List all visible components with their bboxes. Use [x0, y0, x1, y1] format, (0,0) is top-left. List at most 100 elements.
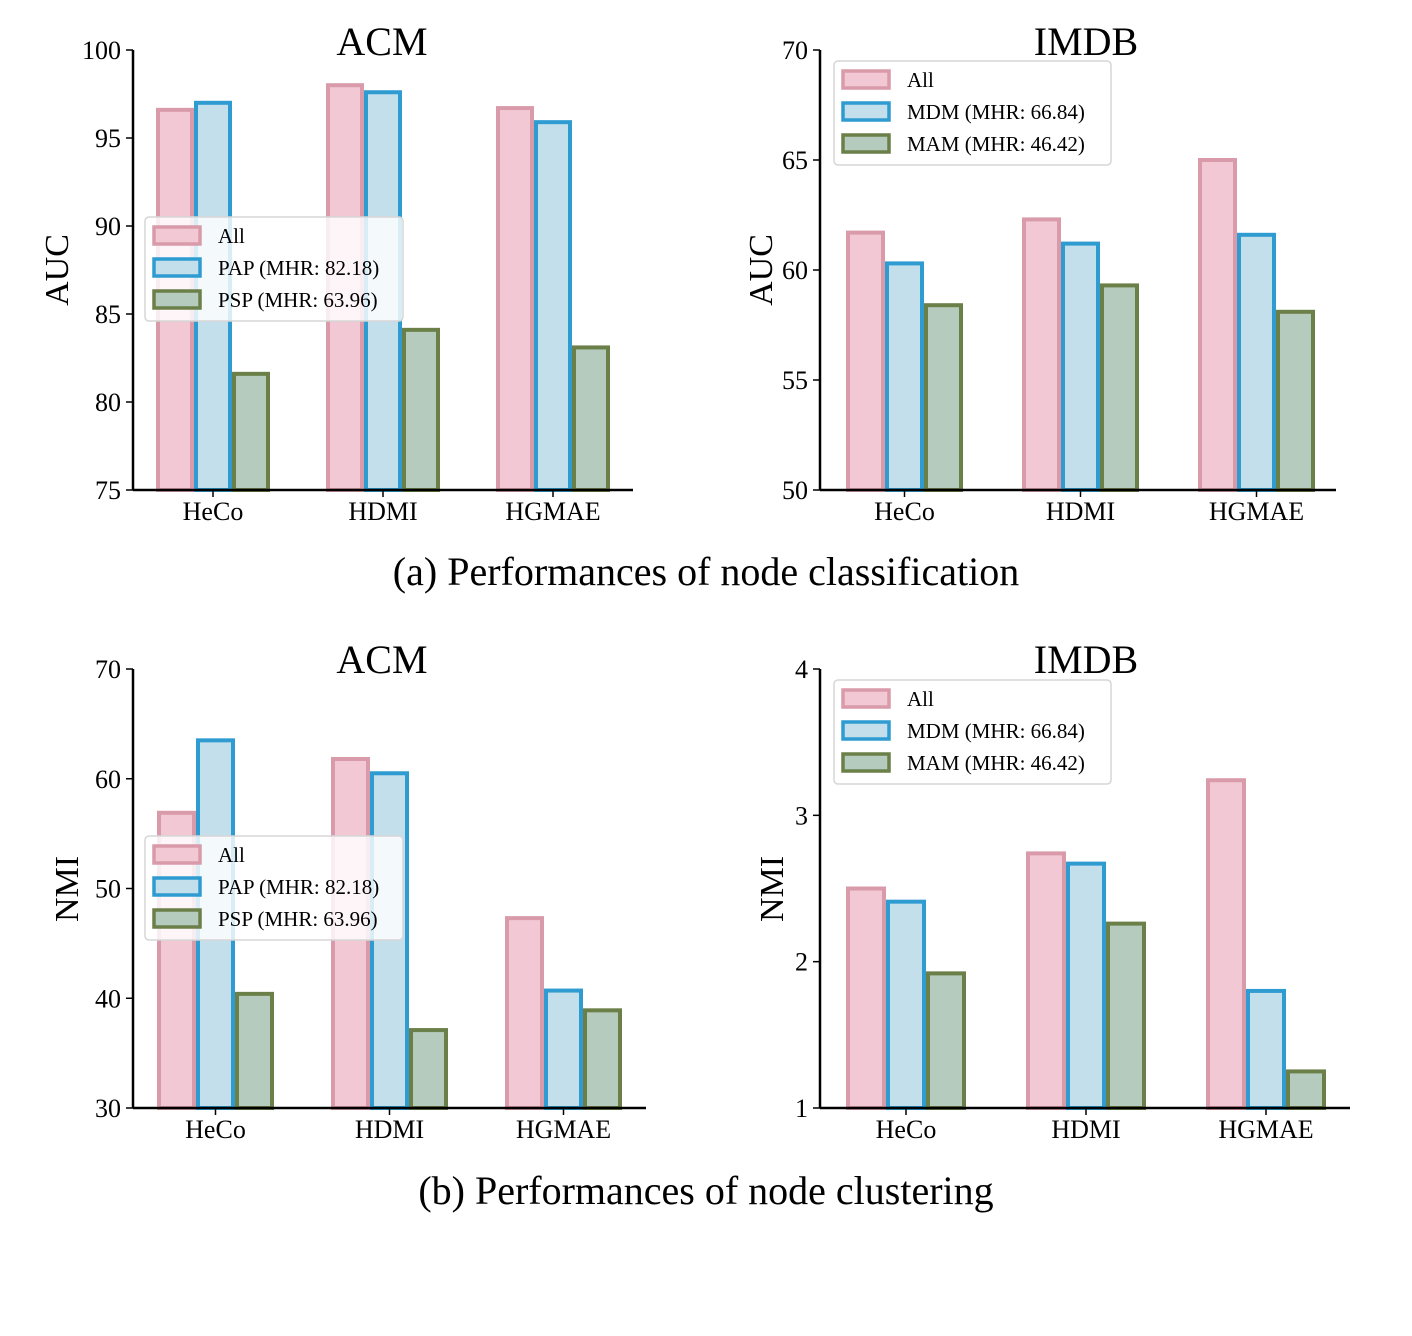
- bar-hgmae-series3: [1286, 1069, 1326, 1110]
- chart-acm-nmi: HeCo HDMI HGMAE 30 40 50 60 70 ACM NMI All PAP (MHR…: [49, 637, 646, 1144]
- legend-box: [833, 679, 1112, 785]
- bar-heco-series3: [235, 991, 274, 1110]
- bar-heco-series3: [926, 971, 966, 1111]
- legend-label: PSP (MHR: 63.96): [218, 288, 378, 312]
- y-tick-label: 100: [82, 36, 121, 65]
- bar-hdmi-series3: [402, 327, 440, 492]
- y-tick-label: 85: [95, 300, 121, 329]
- chart-imdb-auc: HeCo HDMI HGMAE 50 55 60 65 70 IMDB AUC All MDM (MH…: [743, 19, 1336, 526]
- caption-node-clustering: (b) Performances of node clustering: [418, 1168, 994, 1213]
- legend-swatch: [152, 225, 202, 246]
- legend-label: MAM (MHR: 46.42): [907, 132, 1085, 156]
- chart-title: ACM: [336, 19, 427, 64]
- bar-heco-series3: [924, 303, 963, 493]
- legend-box: [144, 835, 404, 941]
- y-axis-label: AUC: [39, 234, 76, 306]
- y-tick-label: 50: [782, 476, 808, 505]
- bar-hgmae-all: [1198, 158, 1237, 492]
- legend-label: MDM (MHR: 66.84): [907, 100, 1085, 124]
- legend-label: All: [907, 68, 934, 92]
- bar-hdmi-all: [1022, 217, 1061, 492]
- legend: All MDM (MHR: 66.84) MAM (MHR: 46.42): [833, 60, 1112, 166]
- legend-box: [833, 60, 1112, 166]
- y-tick-label: 3: [795, 801, 808, 830]
- bar-hdmi-series2: [1061, 241, 1100, 492]
- y-tick-label: 1: [795, 1094, 808, 1123]
- bar-heco-series2: [886, 899, 926, 1110]
- y-tick-label: 75: [95, 476, 121, 505]
- y-axis-label: NMI: [754, 856, 791, 922]
- bar-hgmae-series2: [534, 120, 572, 492]
- x-tick-label: HGMAE: [1209, 497, 1304, 526]
- legend-box: [144, 216, 404, 322]
- x-tick-label: HeCo: [876, 1115, 937, 1144]
- legend-label: MAM (MHR: 46.42): [907, 751, 1085, 775]
- legend-swatch: [841, 688, 891, 709]
- x-tick-label: HDMI: [355, 1115, 424, 1144]
- legend-swatch: [152, 908, 202, 929]
- chart-title: IMDB: [1034, 19, 1138, 64]
- bar-hdmi-series2: [1066, 861, 1106, 1111]
- legend-swatch: [841, 69, 891, 90]
- legend-swatch: [152, 844, 202, 865]
- y-tick-label: 50: [95, 875, 121, 904]
- legend-swatch: [841, 101, 891, 122]
- x-tick-label: HDMI: [1051, 1115, 1120, 1144]
- legend-swatch: [841, 720, 891, 741]
- bar-hgmae-series3: [1276, 309, 1315, 492]
- y-axis-label: AUC: [743, 234, 780, 306]
- y-tick-label: 40: [95, 984, 121, 1013]
- legend-label: PAP (MHR: 82.18): [218, 875, 379, 899]
- bar-hdmi-series3: [1106, 921, 1146, 1110]
- bar-hgmae-series3: [583, 1008, 622, 1111]
- legend-label: PAP (MHR: 82.18): [218, 256, 379, 280]
- y-axis-label: NMI: [49, 856, 86, 922]
- y-tick-label: 4: [795, 655, 808, 684]
- y-tick-label: 2: [795, 948, 808, 977]
- bar-hgmae-all: [1206, 778, 1246, 1110]
- y-tick-label: 65: [782, 146, 808, 175]
- legend: All MDM (MHR: 66.84) MAM (MHR: 46.42): [833, 679, 1112, 785]
- x-tick-label: HeCo: [185, 1115, 246, 1144]
- bar-hgmae-all: [496, 106, 534, 493]
- bar-heco-series2: [885, 261, 924, 492]
- y-tick-label: 70: [782, 36, 808, 65]
- chart-title: ACM: [336, 637, 427, 682]
- legend-swatch: [841, 133, 891, 154]
- legend-swatch: [152, 257, 202, 278]
- x-tick-label: HGMAE: [505, 497, 600, 526]
- bar-hdmi-series3: [1100, 283, 1139, 492]
- legend-label: All: [218, 224, 245, 248]
- bar-hgmae-series2: [1246, 988, 1286, 1111]
- y-tick-label: 90: [95, 212, 121, 241]
- caption-node-classification: (a) Performances of node classification: [392, 549, 1020, 594]
- legend-label: PSP (MHR: 63.96): [218, 907, 378, 931]
- x-tick-label: HeCo: [183, 497, 244, 526]
- y-tick-label: 80: [95, 388, 121, 417]
- bar-hdmi-series3: [409, 1028, 448, 1111]
- bar-heco-all: [846, 886, 886, 1110]
- bar-heco-all: [846, 230, 885, 492]
- legend: All PAP (MHR: 82.18) PSP (MHR: 63.96): [144, 835, 404, 941]
- legend-label: MDM (MHR: 66.84): [907, 719, 1085, 743]
- bar-hdmi-all: [1026, 851, 1066, 1110]
- bar-hgmae-series2: [1237, 232, 1276, 492]
- legend-label: All: [218, 843, 245, 867]
- y-tick-label: 60: [782, 256, 808, 285]
- y-tick-label: 70: [95, 655, 121, 684]
- bar-heco-series3: [232, 371, 270, 492]
- legend-swatch: [841, 752, 891, 773]
- x-tick-label: HGMAE: [516, 1115, 611, 1144]
- legend: All PAP (MHR: 82.18) PSP (MHR: 63.96): [144, 216, 404, 322]
- x-tick-label: HeCo: [874, 497, 935, 526]
- chart-acm-auc: HeCo HDMI HGMAE 75 80 85 90 95 100 ACM AUC All PAP (…: [39, 19, 633, 526]
- chart-imdb-nmi: HeCo HDMI HGMAE 1 2 3 4 IMDB NMI All MDM (MHR: 66.…: [754, 637, 1350, 1144]
- bar-hgmae-series3: [572, 345, 610, 492]
- x-tick-label: HGMAE: [1218, 1115, 1313, 1144]
- y-tick-label: 55: [782, 366, 808, 395]
- chart-title: IMDB: [1034, 637, 1138, 682]
- x-tick-label: HDMI: [1046, 497, 1115, 526]
- y-tick-label: 95: [95, 124, 121, 153]
- legend-swatch: [152, 876, 202, 897]
